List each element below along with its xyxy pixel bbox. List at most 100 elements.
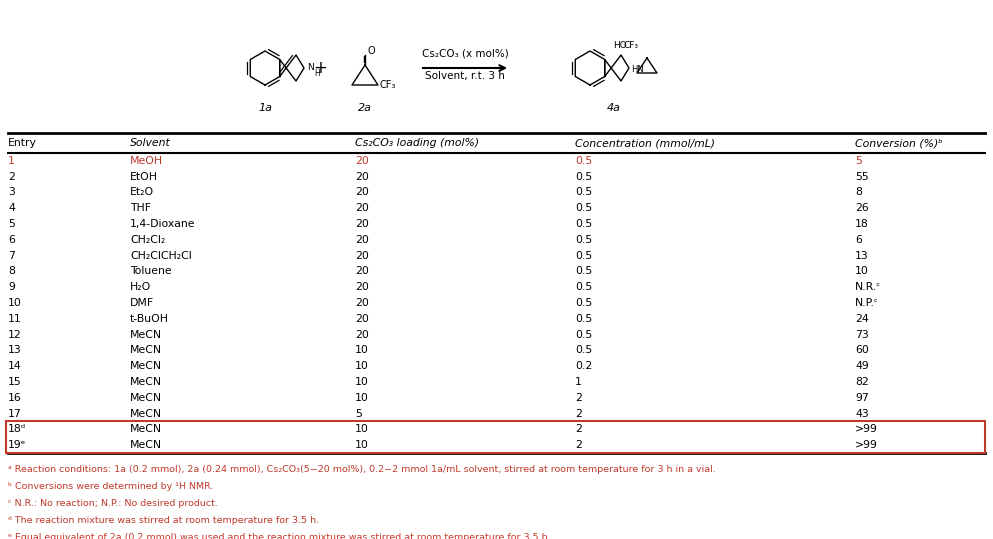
Text: 60: 60 [855,345,869,355]
Text: 0.5: 0.5 [575,251,592,261]
Text: 12: 12 [8,329,22,340]
Text: 10: 10 [355,393,368,403]
Text: 18ᵈ: 18ᵈ [8,424,26,434]
Text: 17: 17 [8,409,22,418]
Text: >99: >99 [855,424,878,434]
Text: 0.5: 0.5 [575,156,592,166]
Text: MeOH: MeOH [130,156,163,166]
Text: MeCN: MeCN [130,393,162,403]
Text: 5: 5 [355,409,361,418]
Text: Concentration (mmol/mL): Concentration (mmol/mL) [575,138,715,148]
Text: Solvent, r.t. 3 h: Solvent, r.t. 3 h [425,71,504,81]
Text: MeCN: MeCN [130,377,162,387]
Text: 20: 20 [355,314,368,324]
Text: 0.5: 0.5 [575,345,592,355]
Text: 20: 20 [355,188,368,197]
Text: 2: 2 [575,424,582,434]
Text: Cs₂CO₃ (x mol%): Cs₂CO₃ (x mol%) [422,49,508,59]
Text: 0.5: 0.5 [575,172,592,182]
Text: 0.5: 0.5 [575,203,592,213]
Text: 0.5: 0.5 [575,329,592,340]
Text: 6: 6 [855,235,862,245]
Text: 8: 8 [8,266,15,277]
Text: 15: 15 [8,377,22,387]
Text: 20: 20 [355,251,368,261]
Text: Conversion (%)ᵇ: Conversion (%)ᵇ [855,138,943,148]
Text: MeCN: MeCN [130,440,162,450]
Text: 2: 2 [575,393,582,403]
Text: 13: 13 [8,345,22,355]
Text: 5: 5 [8,219,15,229]
Text: 20: 20 [355,235,368,245]
Text: 0.5: 0.5 [575,266,592,277]
Text: Et₂O: Et₂O [130,188,154,197]
Text: THF: THF [130,203,151,213]
Text: 2a: 2a [358,103,372,113]
Text: ᶜ N.R.: No reaction; N.P.: No desired product.: ᶜ N.R.: No reaction; N.P.: No desired pr… [8,499,217,508]
Text: N.R.ᶜ: N.R.ᶜ [855,282,881,292]
Text: 26: 26 [855,203,869,213]
Text: 73: 73 [855,329,869,340]
Text: 9: 9 [8,282,15,292]
Text: 18: 18 [855,219,869,229]
Text: 10: 10 [355,440,368,450]
Text: t-BuOH: t-BuOH [130,314,169,324]
Text: 24: 24 [855,314,869,324]
Text: N: N [307,63,314,72]
Text: 4: 4 [8,203,15,213]
Text: ᵇ Conversions were determined by ¹H NMR.: ᵇ Conversions were determined by ¹H NMR. [8,482,213,491]
Text: 55: 55 [855,172,869,182]
Text: 5: 5 [855,156,862,166]
Text: MeCN: MeCN [130,329,162,340]
Bar [6,421,985,453]
Text: 10: 10 [355,424,368,434]
Text: >99: >99 [855,440,878,450]
Text: 20: 20 [355,219,368,229]
Text: 20: 20 [355,203,368,213]
Text: +: + [313,59,327,77]
Text: 10: 10 [8,298,22,308]
Text: 10: 10 [355,345,368,355]
Text: 13: 13 [855,251,869,261]
Text: Cs₂CO₃ loading (mol%): Cs₂CO₃ loading (mol%) [355,138,480,148]
Text: 3: 3 [8,188,15,197]
Text: 8: 8 [855,188,862,197]
Text: CF₃: CF₃ [380,80,396,90]
Text: 0.5: 0.5 [575,314,592,324]
Text: 11: 11 [8,314,22,324]
Text: MeCN: MeCN [130,345,162,355]
Text: ᵈ The reaction mixture was stirred at room temperature for 3.5 h.: ᵈ The reaction mixture was stirred at ro… [8,516,319,525]
Text: 1a: 1a [258,103,272,113]
Text: ᵃ Reaction conditions: 1a (0.2 mmol), 2a (0.24 mmol), Cs₂CO₃(5−20 mol%), 0.2−2 m: ᵃ Reaction conditions: 1a (0.2 mmol), 2a… [8,465,716,474]
Text: 20: 20 [355,329,368,340]
Text: H: H [314,70,320,79]
Text: CH₂Cl₂: CH₂Cl₂ [130,235,165,245]
Text: ᵉ Equal equivalent of 2a (0.2 mmol) was used and the reaction mixture was stirre: ᵉ Equal equivalent of 2a (0.2 mmol) was … [8,533,551,539]
Text: 7: 7 [8,251,15,261]
Text: 16: 16 [8,393,22,403]
Text: O: O [367,46,374,56]
Text: 0.5: 0.5 [575,188,592,197]
Text: 20: 20 [355,298,368,308]
Text: MeCN: MeCN [130,361,162,371]
Text: Entry: Entry [8,138,37,148]
Text: 0.5: 0.5 [575,282,592,292]
Text: 0.5: 0.5 [575,235,592,245]
Text: 0.5: 0.5 [575,219,592,229]
Text: 1: 1 [8,156,15,166]
Text: EtOH: EtOH [130,172,158,182]
Text: 49: 49 [855,361,869,371]
Text: 2: 2 [575,409,582,418]
Text: 10: 10 [355,361,368,371]
Text: 20: 20 [355,172,368,182]
Text: 1: 1 [575,377,582,387]
Text: 6: 6 [8,235,15,245]
Text: 10: 10 [355,377,368,387]
Text: CF₃: CF₃ [623,40,638,50]
Text: 19ᵉ: 19ᵉ [8,440,26,450]
Text: 0.2: 0.2 [575,361,592,371]
Text: 20: 20 [355,156,368,166]
Text: Toluene: Toluene [130,266,172,277]
Text: MeCN: MeCN [130,424,162,434]
Text: Solvent: Solvent [130,138,171,148]
